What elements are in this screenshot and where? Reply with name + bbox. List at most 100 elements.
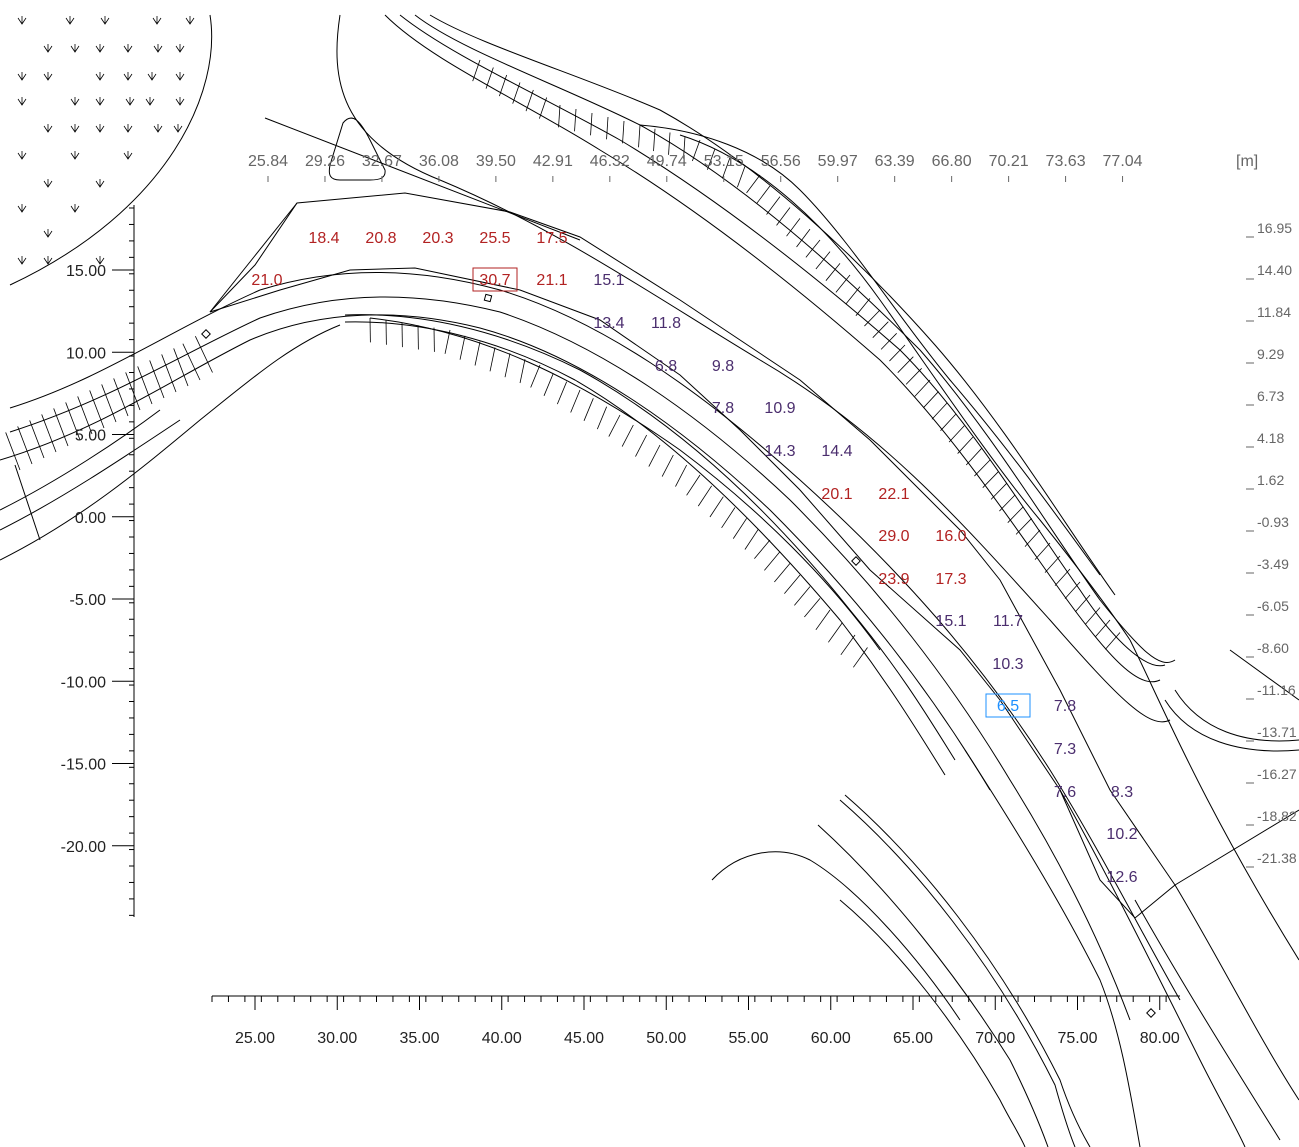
grass-symbol — [100, 16, 110, 25]
illuminance-value[interactable]: 15.1 — [935, 613, 966, 630]
top-tick-label: 73.63 — [1046, 153, 1086, 170]
illuminance-value[interactable]: 15.1 — [593, 272, 624, 289]
hatch-line — [828, 622, 843, 643]
illuminance-value[interactable]: 6.8 — [655, 358, 677, 375]
illuminance-value[interactable]: 11.8 — [651, 315, 681, 332]
hatch-line — [182, 343, 201, 381]
illuminance-value[interactable]: 8.3 — [1111, 784, 1133, 801]
illuminance-value[interactable]: 16.0 — [935, 528, 966, 545]
hatch-line — [648, 444, 661, 467]
illuminance-value[interactable]: 10.9 — [764, 400, 795, 417]
hatch-line — [1015, 518, 1032, 535]
right-tick-label: 6.73 — [1257, 388, 1284, 404]
hatch-line — [736, 166, 746, 188]
grass-symbol — [70, 44, 80, 53]
illuminance-value[interactable]: 25.5 — [479, 230, 510, 247]
right-tick-label: -8.60 — [1257, 640, 1289, 656]
left-tick-label: 10.00 — [66, 345, 106, 362]
hatch-line — [41, 414, 57, 453]
hatch-line — [1034, 542, 1051, 560]
grass-symbol — [70, 124, 80, 133]
hatch-line — [776, 207, 791, 226]
illuminance-value[interactable]: 7.8 — [712, 400, 734, 417]
hatch-line — [574, 108, 577, 132]
hatch-line — [1024, 529, 1041, 547]
hatch-line — [683, 136, 686, 159]
luminaire-marker[interactable] — [201, 329, 211, 339]
hatch-line — [990, 483, 1007, 500]
hatch-line — [965, 448, 982, 466]
illuminance-value[interactable]: 21.0 — [251, 272, 282, 289]
grass-symbol — [95, 97, 105, 106]
illuminance-value[interactable]: 12.6 — [1106, 869, 1137, 886]
hatch-line — [538, 97, 548, 119]
grass-symbol — [147, 72, 157, 81]
hatch-line — [638, 124, 641, 148]
illuminance-value[interactable]: 20.3 — [422, 230, 453, 247]
illuminance-value[interactable]: 7.6 — [1054, 784, 1076, 801]
hatch-line — [89, 390, 105, 429]
luminaire-marker[interactable] — [851, 556, 861, 566]
grass-symbol — [43, 44, 53, 53]
grass-symbol — [153, 44, 163, 53]
hatch-line — [498, 74, 508, 97]
hatch-line — [5, 432, 21, 471]
grass-symbol — [17, 256, 27, 265]
hatch-line — [794, 586, 811, 606]
top-tick-label: 29.26 — [305, 153, 345, 170]
hatch-line — [786, 218, 801, 237]
grass-symbol — [17, 204, 27, 213]
illuminance-value[interactable]: 17.3 — [935, 571, 966, 588]
hatch-line — [489, 347, 496, 372]
hatch-line — [606, 116, 609, 140]
hatch-line — [766, 196, 781, 215]
luminaire-marker[interactable] — [1146, 1008, 1156, 1018]
right-tick-label: 16.95 — [1257, 220, 1292, 236]
right-tick-label: -0.93 — [1257, 514, 1289, 530]
hatch-line — [721, 157, 731, 179]
hatch-line — [853, 647, 868, 668]
luminaire-marker[interactable] — [483, 293, 493, 303]
illuminance-value[interactable]: 20.1 — [821, 486, 852, 503]
illuminance-value[interactable]: 6.5 — [997, 698, 1019, 715]
bottom-tick-label: 25.00 — [235, 1030, 275, 1047]
right-tick-label: -13.71 — [1257, 724, 1297, 740]
hatch-line — [525, 89, 534, 112]
hatch-line — [668, 132, 671, 155]
illuminance-value[interactable]: 7.8 — [1054, 698, 1076, 715]
grass-symbol — [152, 16, 162, 25]
hatch-line — [661, 454, 674, 477]
illuminance-value[interactable]: 18.4 — [308, 230, 339, 247]
illuminance-value[interactable]: 7.3 — [1054, 741, 1076, 758]
hatch-line — [149, 360, 165, 399]
grass-symbol — [123, 44, 133, 53]
illuminance-value[interactable]: 17.5 — [536, 230, 567, 247]
hatch-line — [999, 494, 1016, 512]
illuminance-value[interactable]: 21.1 — [536, 272, 567, 289]
hatch-line — [889, 344, 906, 362]
illuminance-value[interactable]: 30.7 — [479, 272, 510, 289]
illuminance-value[interactable]: 14.3 — [764, 443, 795, 460]
top-tick-label: 49.74 — [647, 153, 687, 170]
bottom-tick-label: 45.00 — [564, 1030, 604, 1047]
hatch-line — [840, 634, 856, 656]
illuminance-value[interactable]: 10.2 — [1106, 826, 1137, 843]
illuminance-value[interactable]: 29.0 — [878, 528, 909, 545]
illuminance-values: 18.4 20.8 20.3 25.5 17.5 21.0 30.7 21.1 15.1 13.4… — [251, 230, 1137, 886]
hatch-line — [897, 356, 914, 373]
illuminance-value[interactable]: 22.1 — [878, 486, 909, 503]
illuminance-value[interactable]: 23.9 — [878, 571, 909, 588]
illuminance-value[interactable]: 10.3 — [992, 656, 1023, 673]
illuminance-value[interactable]: 11.7 — [993, 613, 1023, 630]
hatch-line — [804, 598, 821, 618]
right-tick-label: 14.40 — [1257, 262, 1292, 278]
illuminance-value[interactable]: 14.4 — [821, 443, 852, 460]
bottom-tick-label: 60.00 — [811, 1030, 851, 1047]
illuminance-value[interactable]: 13.4 — [593, 315, 624, 332]
illuminance-value[interactable]: 9.8 — [712, 358, 734, 375]
hatch-line — [845, 286, 861, 305]
unit-label: [m] — [1236, 153, 1258, 170]
grass-symbol — [17, 151, 27, 160]
illuminance-value[interactable]: 20.8 — [365, 230, 396, 247]
